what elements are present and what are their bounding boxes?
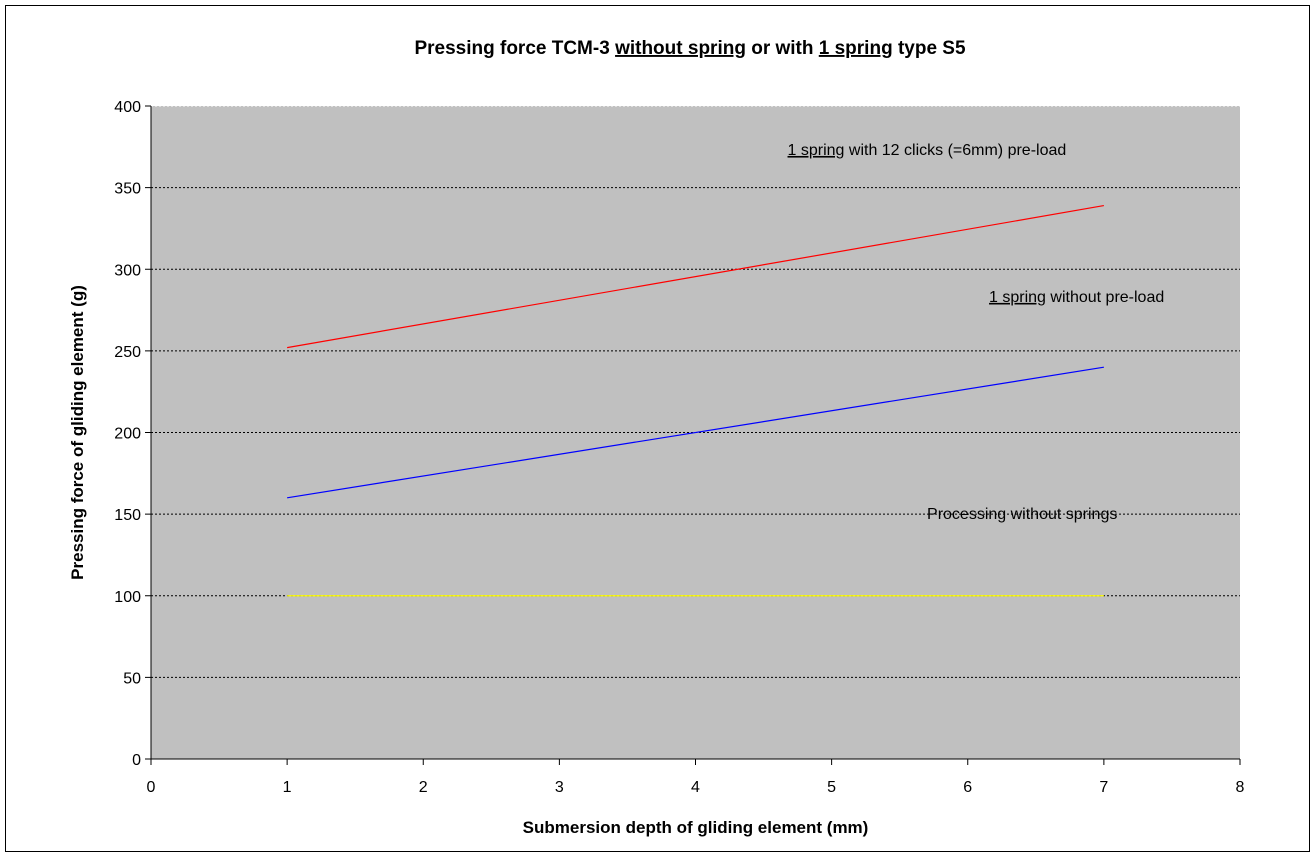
annotation-2-part-0: Processing without springs	[927, 506, 1117, 523]
y-tick-label-300: 300	[114, 262, 141, 279]
y-axis-title: Pressing force of gliding element (g)	[68, 285, 87, 580]
annotation-1-part-0: 1 spring	[989, 289, 1046, 306]
title-part-3: 1 spring	[819, 38, 893, 59]
series-line-0	[287, 204, 1104, 349]
annotations: 1 spring with 12 clicks (=6mm) pre-load1…	[788, 142, 1165, 523]
title-part-1: without spring	[614, 38, 746, 59]
y-tick-label-200: 200	[114, 426, 141, 443]
title-part-2: or with	[746, 38, 819, 59]
y-tick-label-100: 100	[114, 589, 141, 606]
annotation-0-part-1: with 12 clicks (=6mm) pre-load	[844, 142, 1066, 159]
y-tick-label-0: 0	[132, 752, 141, 769]
x-tick-label-7: 7	[1099, 779, 1108, 796]
x-tick-label-0: 0	[147, 779, 156, 796]
annotation-1-part-1: without pre-load	[1046, 289, 1164, 306]
y-tick-label-50: 50	[123, 670, 141, 687]
annotation-0-part-0: 1 spring	[788, 142, 845, 159]
y-tick-label-350: 350	[114, 181, 141, 198]
y-tick-label-150: 150	[114, 507, 141, 524]
series-line-1	[287, 366, 1104, 499]
x-tick-label-5: 5	[827, 779, 836, 796]
x-tick-label-4: 4	[691, 779, 700, 796]
x-axis-title: Submersion depth of gliding element (mm)	[523, 818, 869, 837]
x-tick-label-3: 3	[555, 779, 564, 796]
annotation-0: 1 spring with 12 clicks (=6mm) pre-load	[788, 142, 1067, 159]
series-lines	[287, 204, 1104, 597]
tick-labels: 0 50 100 150 200 250 300 350 400 0 1 2 3 4 5 6 7 8	[114, 99, 1244, 796]
x-tick-label-6: 6	[963, 779, 972, 796]
chart-title: Pressing force TCM-3 without spring or w…	[414, 38, 966, 59]
annotation-1: 1 spring without pre-load	[989, 289, 1164, 306]
annotation-2: Processing without springs	[927, 506, 1117, 523]
axes	[145, 105, 1241, 765]
title-part-4: type S5	[893, 38, 966, 59]
x-tick-label-8: 8	[1236, 779, 1245, 796]
title-part-0: Pressing force TCM-3	[414, 38, 615, 59]
y-tick-label-250: 250	[114, 344, 141, 361]
x-tick-label-2: 2	[419, 779, 428, 796]
x-tick-label-1: 1	[283, 779, 292, 796]
y-tick-label-400: 400	[114, 99, 141, 116]
